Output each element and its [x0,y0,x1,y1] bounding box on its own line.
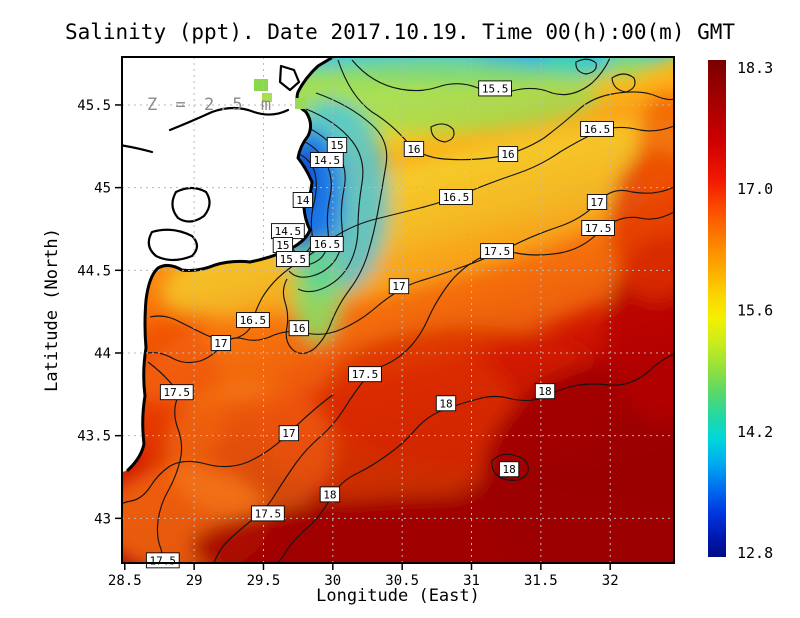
svg-text:17: 17 [282,427,295,440]
colorbar-tick-label: 14.2 [737,423,773,441]
lagoon-outline [147,228,199,262]
contour-label: 17.5 [251,505,285,522]
contour-label: 18 [498,461,520,478]
contour-label: 17.5 [159,384,194,401]
x-tick-label: 30 [324,573,341,589]
svg-text:17: 17 [590,196,603,209]
island [278,64,301,92]
svg-text:18: 18 [538,385,551,398]
svg-text:15.5: 15.5 [482,82,509,95]
contour-label: 14 [292,192,314,208]
svg-text:17.5: 17.5 [484,245,511,258]
svg-text:18: 18 [502,463,515,476]
y-tick-label: 45.5 [77,98,111,114]
svg-text:16: 16 [292,322,305,335]
contour-label: 16.5 [236,312,270,329]
contour-label: 15 [326,137,348,153]
x-axis-label: Longitude (East) [316,586,480,606]
y-tick-label: 44.5 [77,263,111,279]
land-fill [122,57,333,473]
contour-label: 14.5 [310,152,344,168]
svg-text:14: 14 [296,194,310,207]
svg-text:14.5: 14.5 [275,225,302,238]
x-tick-label: 29.5 [247,573,281,589]
depth-annotation: Z = 2.5 m [147,95,275,115]
axis-ticks: 28.5 29 29.5 30 30.5 31 31.5 32 45.5 45 44.5 44 43.5… [77,98,618,589]
colorbar-gradient [708,60,726,557]
contour-label: 17.5 [480,243,514,260]
svg-text:14.5: 14.5 [314,154,341,167]
contour-label: 16 [288,320,309,337]
contour-label: 17.5 [581,220,615,236]
colorbar-tick-label: 17.0 [737,180,773,198]
contour-label: 16.5 [439,189,473,206]
svg-text:15: 15 [330,139,343,152]
contour-label: 16 [497,146,519,163]
contour-label: 15.5 [276,251,310,268]
x-tick-label: 28.5 [108,573,142,589]
svg-text:16.5: 16.5 [314,238,341,251]
contour-label: 17.5 [348,366,382,383]
svg-text:17.5: 17.5 [150,554,177,567]
x-tick-label: 31 [463,573,480,589]
land [122,57,335,473]
contour-label: 17.5 [145,552,180,569]
delta-channel [168,106,290,132]
svg-text:16.5: 16.5 [240,314,267,327]
colorbar-tick-labels: 18.3 17.0 15.6 14.2 12.8 [737,59,773,562]
y-tick-label: 45 [94,181,111,197]
svg-text:15: 15 [276,239,289,252]
contour-label: 15.5 [478,80,512,97]
lagoon-outline [171,186,211,223]
x-tick-label: 30.5 [385,573,419,589]
colorbar-tick-label: 18.3 [737,59,773,77]
y-axis-label: Latitude (North) [42,228,62,392]
svg-text:17: 17 [392,280,405,293]
sea-cell [254,79,268,91]
y-tick-label: 44 [94,346,111,362]
contour-label: 15 [272,237,294,253]
svg-text:16: 16 [501,148,514,161]
sea-cell [295,98,306,109]
contour-label: 14.5 [271,223,305,240]
x-tick-label: 32 [602,573,619,589]
y-tick-label: 43.5 [77,429,111,445]
contour-label: 16 [403,140,425,157]
svg-text:17: 17 [214,337,227,350]
contour-label: 18 [319,486,341,503]
x-tick-label: 29 [186,573,203,589]
contour-label: 18 [534,383,556,400]
svg-text:16: 16 [407,143,420,156]
plot-frame [121,56,675,564]
contour-label: 16.5 [310,236,344,252]
svg-text:17.5: 17.5 [585,222,612,235]
y-tick-label: 43 [94,511,111,527]
contour-label: 16.5 [580,120,614,137]
coastline [126,57,335,472]
x-tick-label: 31.5 [524,573,558,589]
contour-label: 17 [210,335,232,352]
svg-text:16.5: 16.5 [584,123,611,136]
svg-text:17.5: 17.5 [164,386,191,399]
svg-text:18: 18 [323,488,336,501]
contour-label: 18 [435,395,457,412]
svg-text:18: 18 [439,397,452,410]
contour-label: 17 [278,425,299,442]
colorbar-tick-label: 15.6 [737,301,773,319]
colorbar-tick-label: 12.8 [737,544,773,562]
svg-text:15.5: 15.5 [280,253,307,266]
svg-text:17.5: 17.5 [255,507,282,520]
map-area [122,57,674,563]
salinity-field-features [122,57,674,563]
contour-label: 17 [586,194,608,210]
svg-text:16.5: 16.5 [443,191,470,204]
colorbar: 18.3 17.0 15.6 14.2 12.8 [708,59,773,562]
svg-text:17.5: 17.5 [352,368,379,381]
plot-title: Salinity (ppt). Date 2017.10.19. Time 00… [65,20,735,44]
sea-cell [262,93,272,102]
contour-label: 17 [388,278,410,295]
